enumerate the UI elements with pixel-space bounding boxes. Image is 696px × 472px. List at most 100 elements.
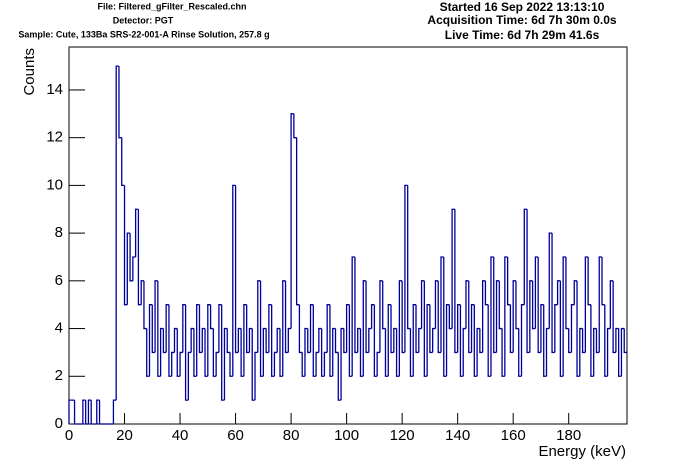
histogram-bin [429,304,433,354]
histogram-bin [457,304,461,353]
histogram-bin [390,304,394,354]
histogram-bin [187,351,192,401]
histogram-bin [401,280,405,354]
histogram-bin [434,280,439,329]
histogram-bin [432,327,436,353]
histogram-bin [90,400,94,425]
histogram-bin [259,280,264,377]
histogram-bin [440,256,444,353]
x-tick-label: 0 [65,427,73,444]
histogram-bin [307,328,311,354]
histogram-bin [301,352,305,377]
histogram-bin [587,256,591,306]
histogram-bin [537,256,541,354]
histogram-bin [132,256,136,281]
histogram-bin [118,66,122,139]
histogram-bin [207,304,211,377]
histogram-bin [282,280,286,377]
histogram-bin [320,328,325,377]
histogram-bin [484,280,489,306]
x-tick-label: 120 [390,427,415,444]
histogram-bin [382,280,386,330]
histogram-bin [426,304,430,377]
x-tick-label: 160 [501,427,526,444]
histogram-bin [215,351,219,377]
x-tick-label: 20 [116,427,133,444]
histogram-bin [395,328,400,377]
histogram-bin [209,304,214,330]
histogram-bin [387,304,392,377]
histogram-bin [562,256,566,377]
histogram-bin [254,351,258,401]
histogram-bin [543,304,547,377]
histogram-bin [268,304,272,353]
histogram-bin [315,351,319,377]
histogram-bin [620,327,625,377]
histogram-bin [493,256,497,354]
histogram-bin [615,327,619,353]
histogram-bin [121,137,125,187]
histogram-bin [412,304,417,377]
histogram-bin [129,233,133,282]
histogram-bin [479,328,483,354]
histogram-bin [451,208,455,329]
histogram-bin [593,327,597,377]
histogram-bin [248,327,253,353]
histogram-bin [85,400,89,425]
histogram-bin [415,304,419,354]
histogram-bin [598,256,603,353]
histogram-bin [504,256,508,377]
histogram-bin [221,304,225,401]
histogram-bin [345,304,350,353]
x-tick-label: 80 [283,427,300,444]
histogram-bin [379,280,383,353]
histogram-bin [251,328,255,401]
histogram-bin [151,304,156,354]
histogram-bin [548,232,553,329]
histogram-bin [276,327,280,353]
histogram-bin [404,184,408,353]
histogram-bin [290,113,294,329]
histogram-bin [198,304,203,354]
histogram-bin [490,256,494,377]
histogram-bin [437,280,441,354]
histogram-bin [240,328,244,377]
histogram-bin [470,304,475,353]
histogram-bin [96,399,100,424]
histogram-bin [576,280,580,377]
histogram-bin [393,327,397,353]
histogram-bin [509,304,514,354]
histogram-bin [162,328,167,354]
info-started: Started 16 Sep 2022 13:13:10 [440,0,605,14]
histogram-bin [551,233,555,354]
histogram-bin [384,328,389,377]
info-acq: Acquisition Time: 6d 7h 30m 0.0s [427,13,616,27]
histogram-bin [237,327,242,353]
y-tick-label: 0 [55,415,63,432]
histogram-bin [407,185,411,330]
histogram-bin [159,327,164,377]
histogram-bin [146,328,150,377]
histogram-bin [212,328,217,377]
histogram-bin [476,327,480,377]
histogram-bin [459,304,464,377]
histogram-bin [612,280,616,354]
histogram-bin [343,328,347,354]
x-tick-label: 60 [227,427,244,444]
histogram-bin [171,351,175,377]
histogram-bin [518,328,522,377]
histogram-bin [523,208,528,305]
histogram-bin [123,185,128,306]
y-tick-label: 14 [46,81,63,98]
histogram-bin [68,399,72,424]
histogram-bin [570,304,575,353]
histogram-bin [309,304,314,353]
histogram-bin [295,137,300,306]
histogram-bin [176,328,181,377]
y-tick-label: 4 [55,320,63,337]
histogram-bin [246,304,250,354]
histogram-bin [115,65,119,401]
histogram-bin [601,256,605,306]
histogram-bin [520,304,525,377]
